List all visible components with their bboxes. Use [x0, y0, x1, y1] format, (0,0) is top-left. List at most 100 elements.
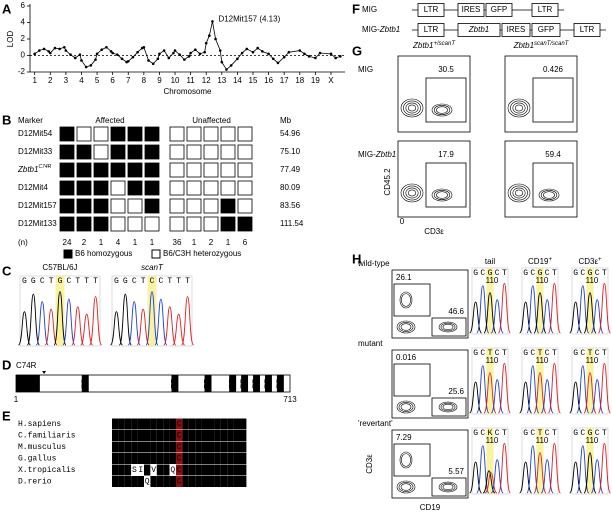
vector-element-label: IRES	[462, 5, 481, 14]
position-label: 110	[586, 356, 599, 365]
base-letter: C	[480, 429, 485, 438]
column-header-part: tail	[485, 257, 495, 266]
residue: S	[158, 455, 163, 464]
base-letter: C	[66, 277, 71, 286]
residue-bg	[220, 476, 228, 487]
contour	[398, 322, 414, 332]
contour	[440, 482, 456, 492]
residue: C	[177, 443, 182, 452]
trace-peak	[80, 313, 94, 346]
residue-bg	[220, 453, 228, 464]
base-letter: K	[488, 429, 493, 438]
base-letter: T	[176, 277, 181, 286]
axis-zero: 0	[400, 217, 405, 226]
genotype-box	[144, 216, 160, 232]
residue-bg	[131, 418, 138, 430]
residue: M	[228, 466, 233, 475]
lod-point	[251, 50, 255, 54]
base-letter: T	[552, 349, 557, 358]
trace-peak	[18, 311, 31, 346]
lod-point	[84, 65, 88, 69]
residue-bg	[131, 476, 138, 487]
residue-bg	[233, 464, 240, 476]
residue: S	[126, 455, 131, 464]
residue-bg	[214, 453, 221, 464]
marker-name-part: Zbtb1	[17, 165, 38, 174]
lod-point	[183, 58, 186, 61]
residue-bg	[240, 453, 247, 464]
residue: M	[228, 432, 233, 441]
residue: I	[202, 478, 207, 487]
x-tick-label: 2	[48, 76, 53, 85]
lod-point	[229, 64, 233, 67]
lod-point	[220, 60, 224, 64]
residue: S	[158, 420, 163, 429]
base-letter: T	[185, 277, 190, 286]
trace-highlight	[55, 276, 65, 346]
residue-bg	[214, 476, 221, 487]
residue: M	[228, 443, 233, 452]
base-letter: C	[495, 349, 500, 358]
lod-point	[267, 52, 270, 56]
genotype-box	[93, 198, 109, 214]
residue-bg	[144, 430, 151, 441]
lod-point	[236, 57, 239, 61]
residue-bg	[131, 441, 138, 453]
genotype-box	[127, 198, 143, 214]
vector-element-label: LTR	[424, 5, 439, 14]
base-letter: C	[480, 349, 485, 358]
lod-point	[187, 55, 191, 58]
residue: F	[183, 478, 188, 487]
x-tick-label: 4	[79, 76, 84, 85]
residue: N	[113, 443, 118, 452]
residue: E	[170, 432, 175, 441]
residue: Q	[215, 478, 220, 487]
vector-element-label: IRES	[507, 25, 526, 34]
contour	[438, 401, 458, 413]
residue-bg	[214, 441, 221, 453]
genotype-box	[93, 216, 109, 232]
protein-bar	[15, 374, 291, 393]
contour	[543, 191, 555, 199]
lod-point	[218, 49, 222, 52]
domain-label: ZF	[275, 379, 284, 389]
x-tick-label: 19	[311, 76, 320, 85]
legend-label: B6/C3H heterozygous	[163, 249, 241, 258]
residue-bg	[156, 430, 164, 441]
residue: F	[183, 420, 188, 429]
gate	[431, 317, 467, 337]
genotype-box	[169, 126, 185, 142]
residue-bg	[208, 418, 215, 430]
lod-point	[33, 52, 36, 56]
residue: I	[202, 432, 207, 441]
count: 4	[116, 238, 121, 247]
column-header: Zbtb1scanT/scanT	[513, 41, 570, 51]
trace-peak	[118, 293, 132, 346]
domain-label: ZF	[264, 379, 273, 389]
header: Unaffected	[192, 116, 231, 125]
panel-label: B	[2, 112, 11, 127]
residue: Q	[215, 443, 220, 452]
x-tick-label: 5	[95, 76, 100, 85]
residue: M	[138, 478, 143, 487]
lod-point	[42, 47, 46, 51]
lod-point	[116, 53, 119, 56]
residue-bg	[208, 441, 215, 453]
genotype-box	[203, 180, 219, 196]
lod-point	[38, 49, 41, 52]
base-letter: G	[473, 269, 478, 278]
lod-point	[189, 51, 192, 55]
base-letter: T	[488, 349, 493, 358]
residue: L	[196, 455, 201, 464]
base-letter: T	[602, 269, 607, 278]
genotype-box	[59, 162, 75, 178]
vector-name-part: Zbtb1	[379, 25, 400, 34]
residue: I	[202, 443, 207, 452]
vector-element	[573, 23, 601, 37]
row-label-part: Zbtb1	[375, 150, 396, 159]
plot-frame	[397, 55, 471, 133]
residue-bg	[156, 453, 164, 464]
lod-point	[80, 59, 83, 62]
x-tick-label: 1	[32, 76, 37, 85]
residue: F	[183, 443, 188, 452]
